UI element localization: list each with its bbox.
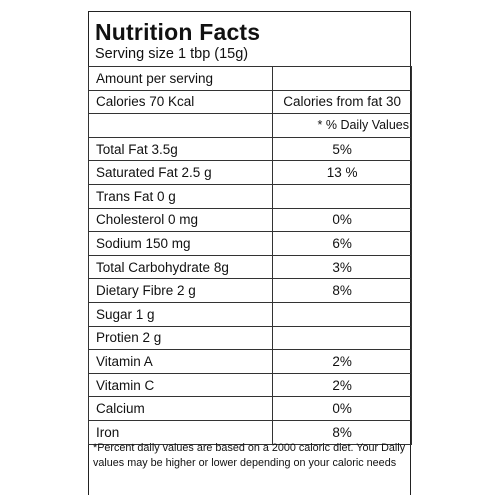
nutrient-name: Iron [87, 419, 274, 445]
table-row: Calcium 0% [87, 396, 412, 421]
table-row-amount: Amount per serving [87, 66, 412, 91]
table-row: Trans Fat 0 g [87, 183, 412, 209]
daily-value: 3% [272, 254, 412, 280]
daily-value: 5% [272, 136, 412, 162]
table-row: Total Carbohydrate 8g 3% [87, 254, 412, 280]
daily-value: 2% [272, 349, 412, 374]
daily-value: 2% [272, 372, 412, 398]
nutrient-name: Dietary Fibre 2 g [87, 278, 274, 303]
nutrition-table: Amount per serving Calories 70 Kcal Calo… [87, 66, 412, 445]
table-row: Protien 2 g [87, 325, 412, 351]
daily-value: 6% [272, 231, 412, 256]
daily-value [272, 325, 412, 351]
amount-per-serving-value [272, 66, 412, 91]
table-row: Cholesterol 0 mg 0% [87, 207, 412, 233]
footnote: *Percent daily values are based on a 200… [93, 442, 406, 469]
nutrient-name: Total Fat 3.5g [87, 136, 274, 162]
table-row: Total Fat 3.5g 5% [87, 136, 412, 162]
table-row: Vitamin C 2% [87, 372, 412, 398]
daily-value: 0% [272, 207, 412, 233]
calories: Calories 70 Kcal [87, 89, 274, 115]
nutrient-name: Vitamin C [87, 372, 274, 398]
table-row-dv-header: * % Daily Values [87, 113, 412, 138]
background-left [0, 0, 86, 500]
table-row: Iron 8% [87, 419, 412, 445]
calories-from-fat: Calories from fat 30 [272, 89, 412, 115]
nutrient-name: Sodium 150 mg [87, 231, 274, 256]
nutrient-name: Total Carbohydrate 8g [87, 254, 274, 280]
background-right [414, 0, 500, 500]
daily-value [272, 183, 412, 209]
daily-value [272, 301, 412, 327]
daily-value: 0% [272, 396, 412, 421]
nutrient-name: Protien 2 g [87, 325, 274, 351]
amount-per-serving: Amount per serving [87, 66, 274, 91]
table-row: Saturated Fat 2.5 g 13 % [87, 160, 412, 185]
daily-value: 8% [272, 419, 412, 445]
daily-value: 8% [272, 278, 412, 303]
serving-size: Serving size 1 tbp (15g) [95, 46, 249, 62]
nutrient-name: Vitamin A [87, 349, 274, 374]
table-row: Sugar 1 g [87, 301, 412, 327]
nutrient-name: Trans Fat 0 g [87, 183, 274, 209]
table-row: Dietary Fibre 2 g 8% [87, 278, 412, 303]
nutrient-name: Cholesterol 0 mg [87, 207, 274, 233]
table-row-calories: Calories 70 Kcal Calories from fat 30 [87, 89, 412, 115]
nutrient-name: Calcium [87, 396, 274, 421]
table-row: Sodium 150 mg 6% [87, 231, 412, 256]
dv-header-spacer [87, 113, 274, 138]
daily-values-header: * % Daily Values [272, 113, 412, 138]
nutrient-name: Sugar 1 g [87, 301, 274, 327]
label-title: Nutrition Facts [95, 19, 261, 45]
table-row: Vitamin A 2% [87, 349, 412, 374]
daily-value: 13 % [272, 160, 412, 185]
nutrient-name: Saturated Fat 2.5 g [87, 160, 274, 185]
